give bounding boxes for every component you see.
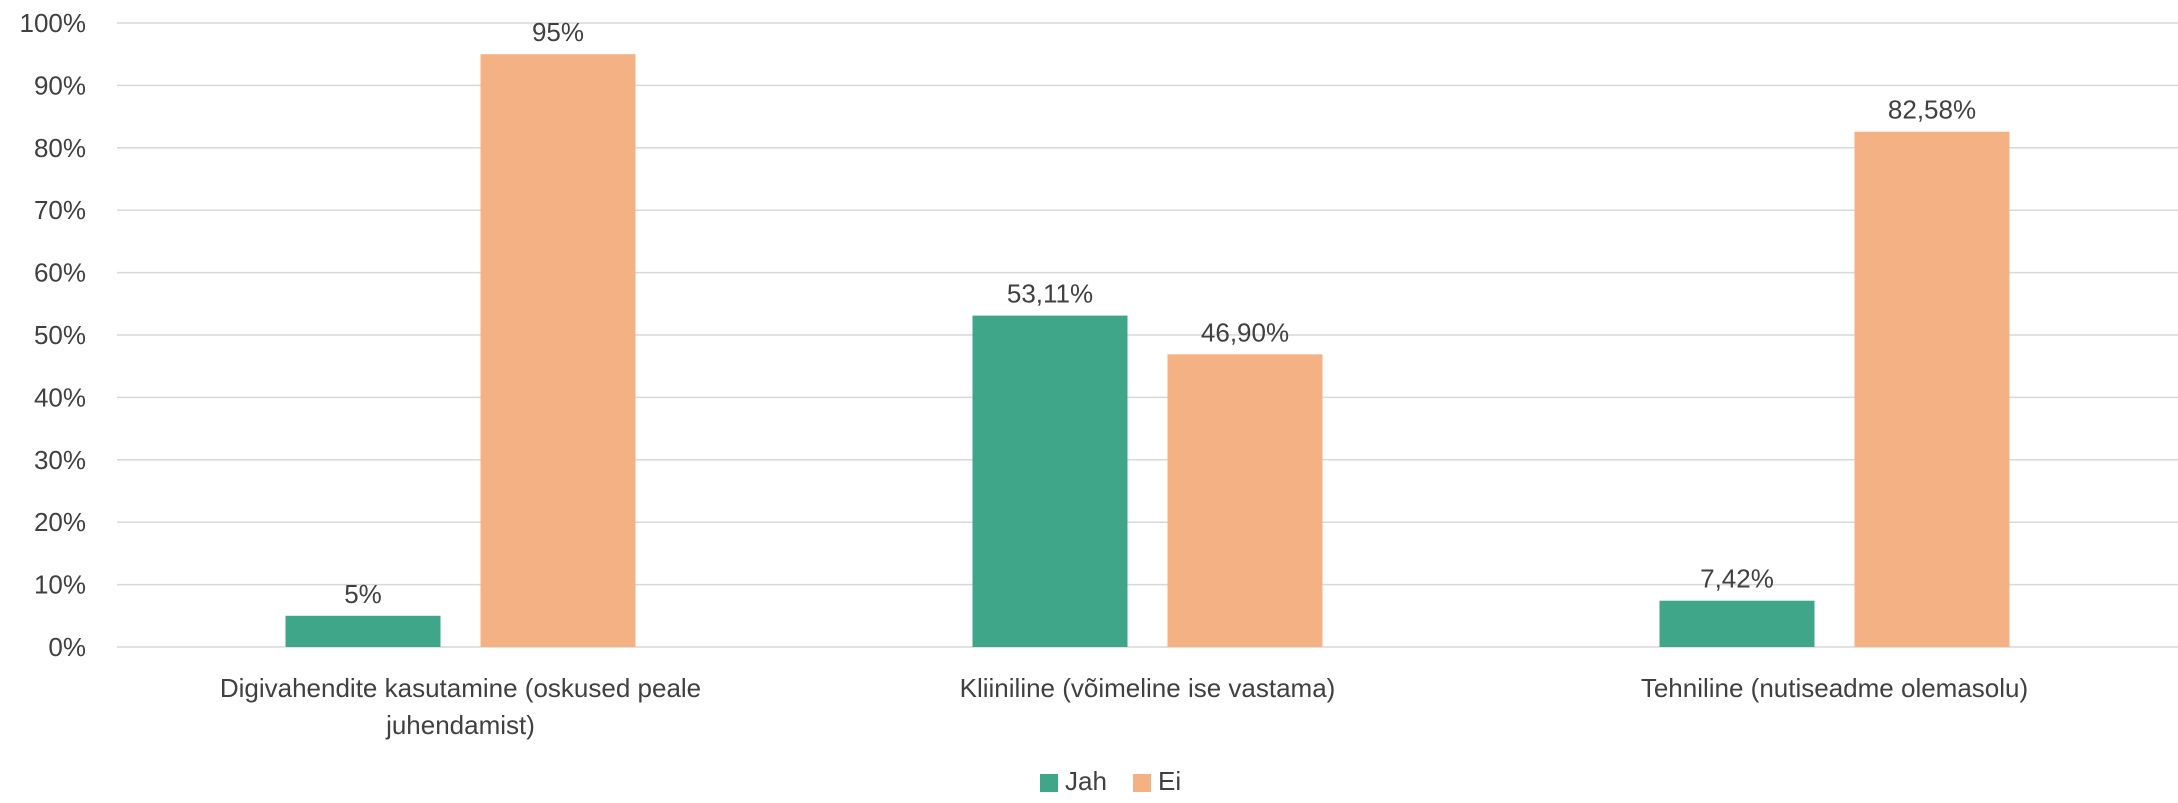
- category-label: juhendamist): [385, 710, 535, 740]
- y-tick-label: 100%: [20, 8, 87, 38]
- y-tick-label: 50%: [34, 320, 86, 350]
- data-labels: 5% 95% 53,11% 46,90% 7,42% 82,58%: [344, 17, 1976, 609]
- data-label: 53,11%: [1007, 279, 1093, 309]
- bars: [285, 54, 2010, 647]
- y-tick-label: 70%: [34, 195, 86, 225]
- category-label: Tehniline (nutiseadme olemasolu): [1641, 673, 2028, 703]
- category-label: Kliiniline (võimeline ise vastama): [960, 673, 1336, 703]
- legend-swatch-jah: [1040, 774, 1058, 792]
- y-tick-label: 30%: [34, 445, 86, 475]
- data-label: 46,90%: [1201, 317, 1289, 347]
- bar-ei: [1167, 354, 1323, 647]
- data-label: 5%: [344, 579, 382, 609]
- legend-swatch-ei: [1133, 774, 1151, 792]
- y-tick-label: 90%: [34, 70, 86, 100]
- y-tick-label: 0%: [48, 632, 86, 662]
- data-label: 7,42%: [1700, 564, 1774, 594]
- y-tick-label: 80%: [34, 133, 86, 163]
- bar-ei: [480, 54, 636, 647]
- y-tick-label: 60%: [34, 258, 86, 288]
- category-label: Digivahendite kasutamine (oskused peale: [220, 673, 701, 703]
- x-axis-categories: Digivahendite kasutamine (oskused peale j…: [220, 673, 2028, 740]
- bar-jah: [285, 615, 441, 647]
- legend: Jah Ei: [1040, 766, 1181, 796]
- bar-jah: [1659, 600, 1815, 647]
- y-tick-label: 20%: [34, 507, 86, 537]
- gridlines: [117, 22, 2178, 648]
- y-axis-ticks: 0% 10% 20% 30% 40% 50% 60% 70% 80% 90% 100%: [20, 8, 87, 662]
- legend-label-jah: Jah: [1065, 766, 1107, 796]
- bar-jah: [972, 315, 1128, 647]
- bar-ei: [1854, 131, 2010, 647]
- data-label: 82,58%: [1888, 95, 1976, 125]
- legend-label-ei: Ei: [1158, 766, 1181, 796]
- y-tick-label: 40%: [34, 382, 86, 412]
- y-tick-label: 10%: [34, 570, 86, 600]
- data-label: 95%: [532, 17, 584, 47]
